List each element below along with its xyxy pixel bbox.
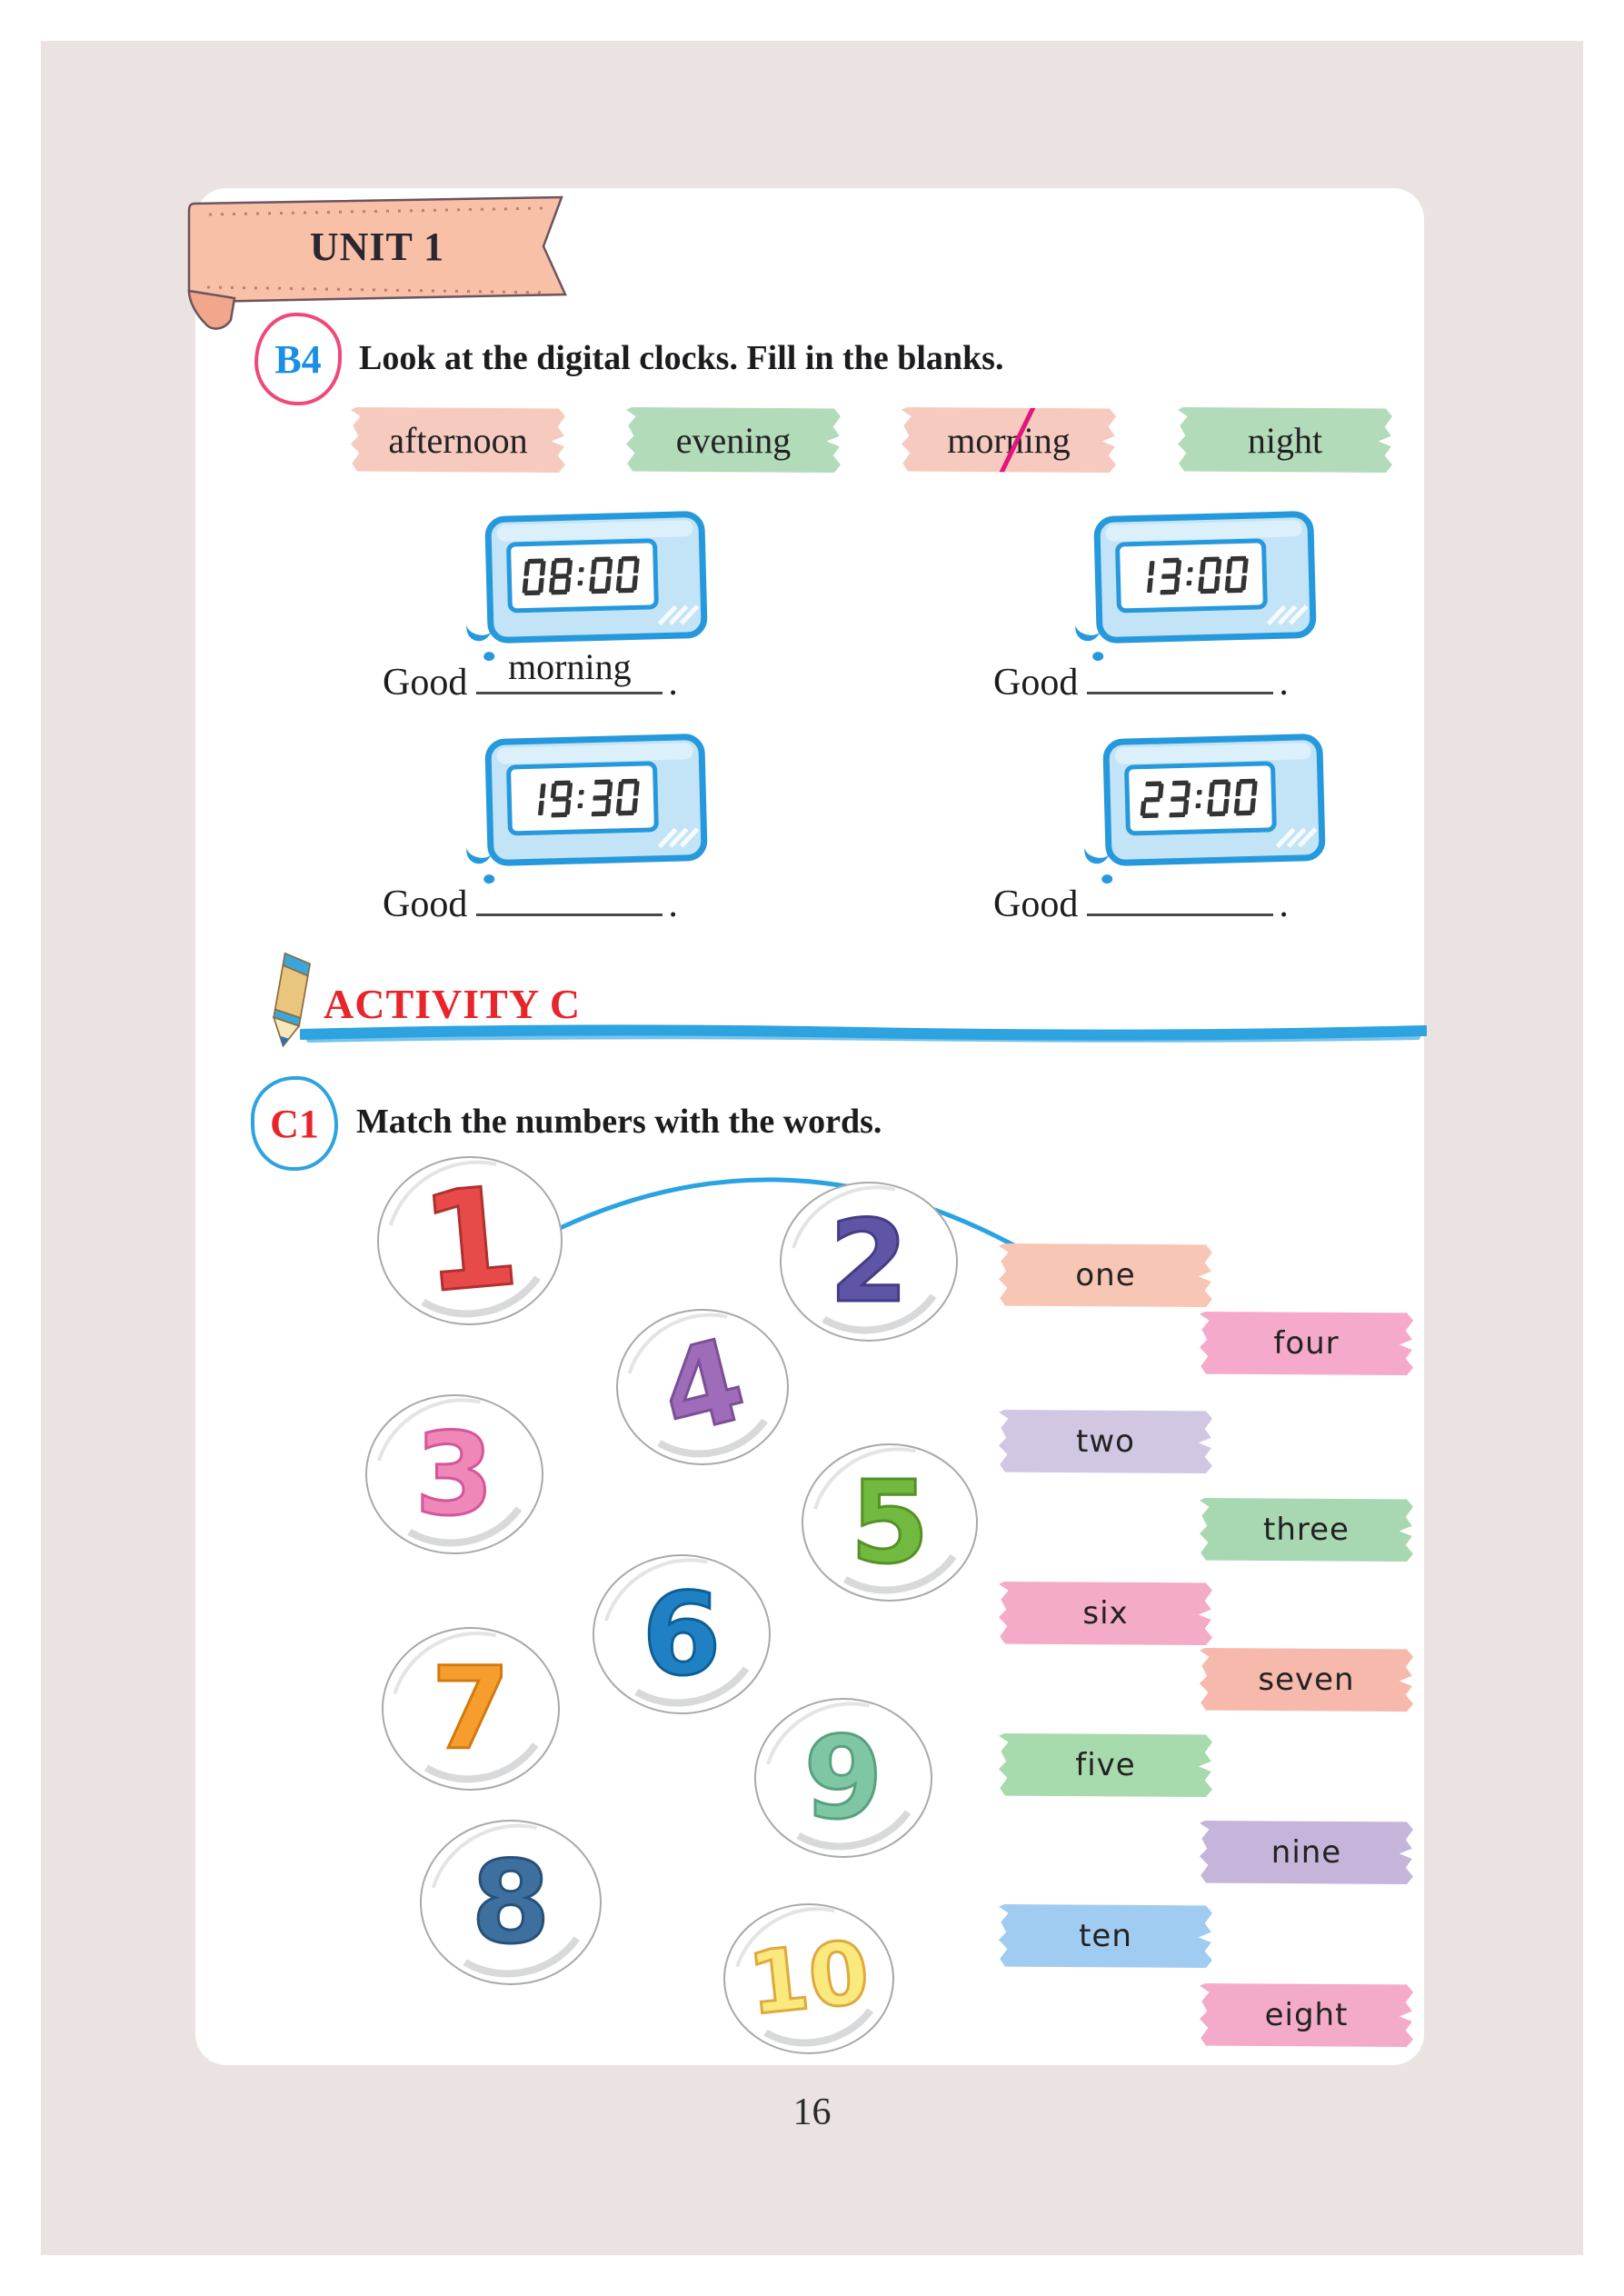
number-bubble-6[interactable]: 6 bbox=[593, 1554, 771, 1714]
lcd-time bbox=[522, 555, 640, 596]
word-bank-evening[interactable]: evening bbox=[626, 407, 841, 473]
clock-top bbox=[496, 520, 693, 542]
word-bank-label: night bbox=[1247, 419, 1323, 461]
blank-prefix: Good bbox=[383, 662, 468, 704]
number-value: 10 bbox=[742, 1921, 875, 2035]
number-value: 7 bbox=[430, 1642, 512, 1775]
clock-screen bbox=[1114, 538, 1268, 614]
word-bank-label: evening bbox=[675, 419, 792, 461]
word-tape-one[interactable]: one bbox=[999, 1243, 1212, 1307]
digital-clock-1300 bbox=[1071, 510, 1317, 662]
period: . bbox=[668, 883, 678, 925]
word-bank-night[interactable]: night bbox=[1178, 407, 1392, 473]
fill-blank-line-3: Good. bbox=[383, 883, 678, 926]
number-value: 5 bbox=[849, 1456, 931, 1589]
clock-top bbox=[1114, 743, 1311, 764]
lcd-time bbox=[538, 778, 640, 818]
blank-prefix: Good bbox=[993, 883, 1079, 925]
number-value: 4 bbox=[647, 1313, 758, 1462]
word-label: ten bbox=[1079, 1918, 1132, 1954]
fill-blank-line-1: Good morning. bbox=[383, 646, 678, 704]
clock-top bbox=[496, 743, 693, 764]
blank-prefix: Good bbox=[993, 662, 1079, 704]
written-answer: morning bbox=[508, 646, 632, 687]
clock-screen bbox=[505, 538, 659, 614]
period: . bbox=[668, 662, 678, 704]
exercise-badge-c1: C1 bbox=[251, 1076, 338, 1171]
period: . bbox=[1279, 883, 1289, 925]
word-label: five bbox=[1075, 1747, 1136, 1783]
word-label: seven bbox=[1258, 1662, 1355, 1698]
unit-ribbon bbox=[187, 195, 567, 330]
match-arrow bbox=[521, 1177, 1075, 1283]
word-bank-label: afternoon bbox=[388, 419, 528, 461]
number-bubble-4[interactable]: 4 bbox=[616, 1309, 789, 1465]
number-bubble-2[interactable]: 2 bbox=[780, 1182, 958, 1342]
number-value: 2 bbox=[828, 1195, 910, 1328]
word-label: eight bbox=[1264, 1997, 1349, 2033]
lcd-time bbox=[1147, 555, 1249, 595]
period: . bbox=[1279, 662, 1289, 704]
number-value: 1 bbox=[414, 1156, 525, 1324]
b4-instruction: Look at the digital clocks. Fill in the … bbox=[359, 339, 1004, 377]
number-bubble-9[interactable]: 9 bbox=[754, 1698, 932, 1858]
crayon-underline bbox=[300, 1024, 1427, 1043]
activity-title: ACTIVITY C bbox=[324, 981, 582, 1027]
clock-top bbox=[1105, 520, 1302, 542]
pencil-icon bbox=[272, 952, 312, 1048]
word-label: nine bbox=[1270, 1834, 1342, 1871]
answer-blank[interactable] bbox=[476, 903, 663, 916]
c1-instruction: Match the numbers with the words. bbox=[356, 1103, 882, 1141]
digital-clock-2300 bbox=[1081, 733, 1326, 884]
number-bubble-8[interactable]: 8 bbox=[420, 1820, 602, 1985]
clock-screen bbox=[1123, 761, 1277, 836]
number-value: 3 bbox=[413, 1408, 495, 1541]
word-label: three bbox=[1263, 1512, 1350, 1548]
number-bubble-3[interactable]: 3 bbox=[365, 1394, 543, 1554]
word-tape-ten[interactable]: ten bbox=[999, 1904, 1212, 1968]
word-label: four bbox=[1273, 1325, 1340, 1362]
word-tape-nine[interactable]: nine bbox=[1200, 1821, 1413, 1884]
blank-prefix: Good bbox=[383, 883, 468, 925]
unit-title: UNIT 1 bbox=[309, 225, 445, 269]
word-bank-afternoon[interactable]: afternoon bbox=[351, 407, 565, 473]
word-tape-four[interactable]: four bbox=[1200, 1312, 1413, 1375]
word-tape-seven[interactable]: seven bbox=[1200, 1648, 1413, 1712]
word-label: one bbox=[1075, 1257, 1136, 1293]
answer-blank[interactable] bbox=[1087, 903, 1274, 916]
number-bubble-1[interactable]: 1 bbox=[377, 1156, 563, 1325]
number-bubble-7[interactable]: 7 bbox=[382, 1627, 560, 1791]
digital-clock-0800 bbox=[463, 510, 708, 662]
answer-blank[interactable] bbox=[1087, 681, 1274, 694]
word-label: two bbox=[1076, 1423, 1135, 1460]
number-value: 8 bbox=[470, 1836, 552, 1969]
word-bank-morning[interactable]: morning bbox=[902, 407, 1116, 473]
digital-clock-1930 bbox=[463, 733, 708, 884]
page-number: 16 bbox=[792, 2091, 832, 2133]
answer-blank[interactable]: morning bbox=[476, 646, 663, 694]
exercise-badge-b4: B4 bbox=[254, 313, 342, 405]
word-tape-eight[interactable]: eight bbox=[1200, 1983, 1413, 2047]
number-bubble-5[interactable]: 5 bbox=[802, 1443, 978, 1602]
word-tape-three[interactable]: three bbox=[1200, 1498, 1413, 1562]
word-tape-two[interactable]: two bbox=[999, 1410, 1212, 1473]
clock-screen bbox=[505, 761, 659, 836]
word-tape-six[interactable]: six bbox=[999, 1582, 1212, 1645]
lcd-time bbox=[1140, 778, 1258, 819]
number-value: 9 bbox=[802, 1712, 884, 1844]
number-value: 6 bbox=[641, 1568, 722, 1701]
number-bubble-10[interactable]: 10 bbox=[723, 1903, 894, 2054]
word-tape-five[interactable]: five bbox=[999, 1733, 1212, 1797]
word-label: six bbox=[1082, 1595, 1129, 1632]
fill-blank-line-2: Good. bbox=[993, 661, 1289, 704]
fill-blank-line-4: Good. bbox=[993, 883, 1289, 926]
